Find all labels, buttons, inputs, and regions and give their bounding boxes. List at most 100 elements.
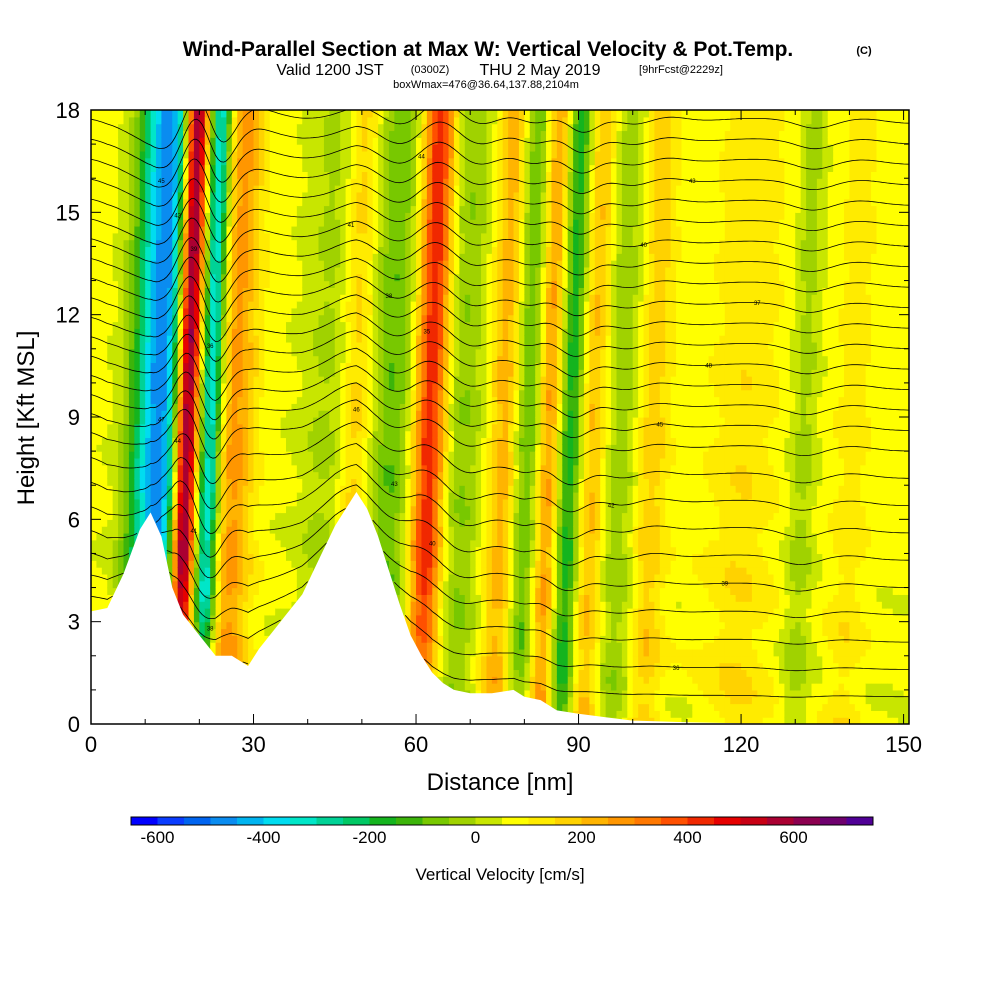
velocity-cell xyxy=(199,110,206,118)
velocity-cell xyxy=(156,253,163,261)
velocity-cell xyxy=(242,444,249,452)
velocity-cell xyxy=(166,110,173,118)
velocity-cell xyxy=(91,512,98,520)
velocity-cell xyxy=(361,301,368,309)
velocity-cell xyxy=(269,307,276,316)
velocity-cell xyxy=(372,314,379,323)
velocity-cell xyxy=(150,492,157,500)
velocity-cell xyxy=(372,444,379,452)
velocity-cell xyxy=(372,478,379,486)
velocity-cell xyxy=(275,410,282,418)
velocity-cell xyxy=(237,239,244,248)
velocity-cell xyxy=(388,546,395,555)
velocity-cell xyxy=(334,376,341,384)
velocity-cell xyxy=(166,246,173,254)
velocity-cell xyxy=(318,178,325,186)
velocity-cell xyxy=(134,239,141,248)
velocity-cell xyxy=(302,307,309,316)
velocity-cell xyxy=(107,485,114,493)
velocity-cell xyxy=(334,212,341,220)
velocity-cell xyxy=(215,526,222,534)
velocity-cell xyxy=(248,376,255,384)
velocity-cell xyxy=(264,532,271,541)
velocity-cell xyxy=(193,594,200,602)
velocity-cell xyxy=(96,253,103,261)
velocity-cell xyxy=(101,123,108,132)
velocity-cell xyxy=(183,519,190,527)
velocity-cell xyxy=(286,553,293,561)
velocity-cell xyxy=(221,553,228,561)
velocity-cell xyxy=(367,225,374,234)
velocity-cell xyxy=(296,553,303,561)
velocity-cell xyxy=(334,362,341,370)
velocity-cell xyxy=(296,246,303,254)
velocity-cell xyxy=(313,457,320,466)
velocity-cell xyxy=(275,191,282,200)
velocity-cell xyxy=(96,594,103,602)
velocity-cell xyxy=(128,369,135,377)
velocity-cell xyxy=(172,417,179,425)
velocity-cell xyxy=(378,478,385,486)
velocity-cell xyxy=(193,355,200,364)
velocity-cell xyxy=(112,382,119,391)
velocity-cell xyxy=(226,430,233,439)
velocity-cell xyxy=(123,410,130,418)
velocity-cell xyxy=(264,614,271,623)
velocity-cell xyxy=(302,505,309,514)
velocity-cell xyxy=(275,232,282,241)
velocity-cell xyxy=(215,253,222,261)
velocity-cell xyxy=(177,478,184,486)
velocity-cell xyxy=(172,348,179,357)
velocity-cell xyxy=(177,191,184,200)
velocity-cell xyxy=(323,471,330,479)
velocity-cell xyxy=(253,219,260,227)
velocity-cell xyxy=(383,314,390,323)
velocity-cell xyxy=(302,335,309,343)
velocity-cell xyxy=(258,567,265,575)
velocity-cell xyxy=(253,635,260,643)
velocity-cell xyxy=(356,178,363,186)
velocity-cell xyxy=(383,185,390,193)
velocity-cell xyxy=(286,362,293,370)
velocity-cell xyxy=(307,246,314,254)
velocity-cell xyxy=(156,198,163,207)
velocity-cell xyxy=(307,362,314,370)
velocity-cell xyxy=(253,601,260,609)
velocity-cell xyxy=(345,410,352,418)
velocity-cell xyxy=(210,369,217,377)
velocity-cell xyxy=(193,492,200,500)
velocity-cell xyxy=(286,164,293,172)
velocity-cell xyxy=(145,130,152,138)
velocity-cell xyxy=(258,485,265,493)
velocity-cell xyxy=(96,471,103,479)
velocity-cell xyxy=(383,246,390,254)
velocity-cell xyxy=(291,526,298,534)
velocity-cell xyxy=(378,157,385,166)
velocity-cell xyxy=(221,573,228,582)
velocity-cell xyxy=(351,137,358,145)
velocity-cell xyxy=(96,307,103,316)
velocity-cell xyxy=(313,560,320,568)
velocity-cell xyxy=(367,253,374,261)
velocity-cell xyxy=(150,185,157,193)
velocity-cell xyxy=(334,150,341,159)
velocity-cell xyxy=(161,526,168,534)
velocity-cell xyxy=(221,273,228,282)
velocity-cell xyxy=(340,185,347,193)
velocity-cell xyxy=(91,587,98,595)
velocity-cell xyxy=(199,178,206,186)
velocity-cell xyxy=(313,280,320,288)
velocity-cell xyxy=(237,601,244,609)
velocity-cell xyxy=(91,232,98,241)
velocity-cell xyxy=(204,642,211,650)
velocity-cell xyxy=(378,116,385,125)
velocity-cell xyxy=(177,580,184,589)
velocity-cell xyxy=(275,382,282,391)
velocity-cell xyxy=(123,301,130,309)
velocity-cell xyxy=(323,321,330,329)
velocity-cell xyxy=(329,280,336,288)
velocity-cell xyxy=(296,260,303,268)
velocity-cell xyxy=(302,341,309,350)
velocity-cell xyxy=(183,369,190,377)
velocity-cell xyxy=(286,396,293,404)
